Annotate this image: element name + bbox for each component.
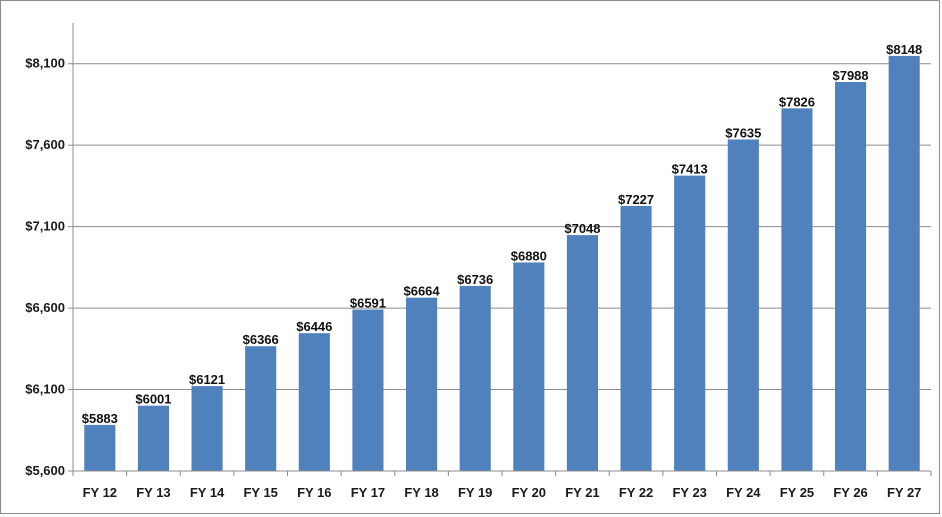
data-label: $7988 bbox=[832, 68, 868, 83]
x-tick-label: FY 24 bbox=[726, 485, 761, 500]
x-tick-label: FY 17 bbox=[351, 485, 385, 500]
data-label: $7048 bbox=[564, 221, 600, 236]
x-tick-label: FY 15 bbox=[243, 485, 277, 500]
x-tick-label: FY 26 bbox=[833, 485, 867, 500]
bar-fy-16 bbox=[298, 333, 330, 471]
bar-fy-15 bbox=[245, 346, 277, 471]
y-tick-label: $7,100 bbox=[25, 219, 65, 234]
bar-fy-17 bbox=[352, 309, 384, 471]
x-tick-label: FY 18 bbox=[404, 485, 438, 500]
bar-fy-22 bbox=[620, 205, 652, 472]
x-tick-label: FY 21 bbox=[565, 485, 599, 500]
y-tick-label: $5,600 bbox=[25, 463, 65, 478]
bar-fy-13 bbox=[137, 405, 169, 471]
bar-fy-14 bbox=[191, 386, 223, 471]
x-tick-label: FY 22 bbox=[619, 485, 653, 500]
bar-fy-27 bbox=[888, 55, 920, 472]
bar-fy-19 bbox=[459, 285, 491, 471]
x-tick-label: FY 13 bbox=[136, 485, 170, 500]
data-label: $6736 bbox=[457, 272, 493, 287]
data-label: $8148 bbox=[886, 42, 922, 57]
data-label: $7227 bbox=[618, 192, 654, 207]
data-label: $6366 bbox=[243, 332, 279, 347]
bar-fy-20 bbox=[513, 262, 545, 471]
data-label: $6591 bbox=[350, 296, 386, 311]
y-tick-label: $7,600 bbox=[25, 137, 65, 152]
x-tick-label: FY 25 bbox=[780, 485, 814, 500]
x-tick-label: FY 19 bbox=[458, 485, 492, 500]
data-label: $5883 bbox=[82, 411, 118, 426]
data-label: $7635 bbox=[725, 125, 761, 140]
y-tick-label: $6,100 bbox=[25, 382, 65, 397]
data-label: $6664 bbox=[403, 284, 440, 299]
data-label: $6121 bbox=[189, 372, 225, 387]
x-tick-label: FY 23 bbox=[672, 485, 706, 500]
y-tick-label: $8,100 bbox=[25, 56, 65, 71]
data-label: $6001 bbox=[135, 392, 171, 407]
x-tick-label: FY 12 bbox=[83, 485, 117, 500]
x-tick-label: FY 20 bbox=[512, 485, 546, 500]
bar-fy-25 bbox=[781, 108, 813, 471]
data-label: $7413 bbox=[672, 162, 708, 177]
data-label: $7826 bbox=[779, 94, 815, 109]
x-tick-label: FY 16 bbox=[297, 485, 331, 500]
bar-fy-12 bbox=[84, 424, 116, 471]
bar-fy-24 bbox=[727, 139, 759, 472]
x-tick-label: FY 14 bbox=[190, 485, 225, 500]
bar-fy-23 bbox=[674, 175, 706, 471]
data-label: $6446 bbox=[296, 319, 332, 334]
y-tick-label: $6,600 bbox=[25, 300, 65, 315]
bar-fy-18 bbox=[406, 297, 438, 471]
data-label: $6880 bbox=[511, 248, 547, 263]
bar-fy-26 bbox=[835, 81, 867, 472]
bar-fy-21 bbox=[566, 235, 598, 471]
x-tick-label: FY 27 bbox=[887, 485, 921, 500]
